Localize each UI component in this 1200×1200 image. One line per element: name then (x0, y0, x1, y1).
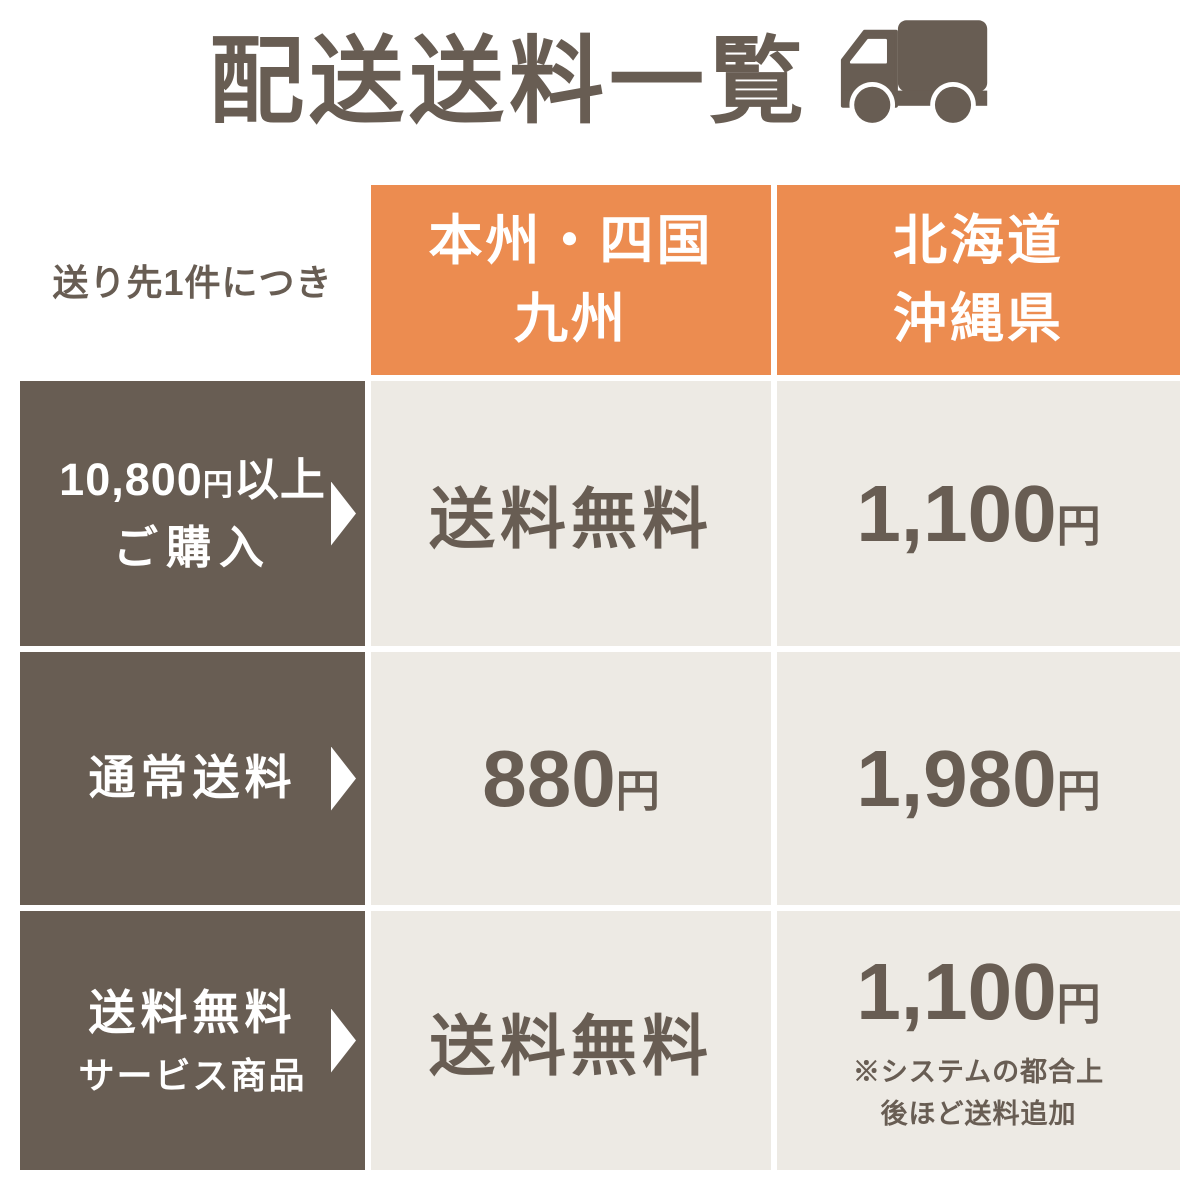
column-header-line: 九州 (514, 289, 628, 349)
row-label-over-10800: 10,800円以上 ご購入 (20, 381, 365, 646)
column-header-line: 本州・四国 (428, 210, 714, 271)
fee-cell: 1,100円 ※システムの都合上 後ほど送料追加 (777, 911, 1180, 1170)
fee-amount: 880円 (482, 733, 660, 823)
column-header-line: 北海道 (893, 210, 1064, 271)
arrow-right-icon (331, 1008, 356, 1073)
fee-cell: 1,100円 (777, 381, 1180, 646)
shipping-fee-table: 送り先1件につき 本州・四国 九州 北海道 沖縄県 10,800円以上 ご購入 … (20, 185, 1180, 1170)
column-header-hokkaido: 北海道 沖縄県 (777, 185, 1180, 375)
fee-free-text: 送料無料 (429, 1008, 713, 1083)
arrow-right-icon (331, 481, 356, 546)
fee-amount: 1,980円 (856, 733, 1101, 823)
system-note: ※システムの都合上 後ほど送料追加 (852, 1056, 1105, 1129)
arrow-right-icon (331, 746, 356, 811)
page-title: 配送送料一覧 (208, 28, 809, 135)
row-label-line2: ご購入 (112, 521, 272, 573)
column-header-line: 沖縄県 (893, 289, 1064, 349)
fee-amount: 1,100円 (856, 946, 1101, 1036)
row-label-free-shipping-items: 送料無料 サービス商品 (20, 911, 365, 1170)
row-label-line1: 送料無料 (88, 986, 297, 1040)
row-label-standard-shipping: 通常送料 (20, 652, 365, 905)
fee-cell: 送料無料 (371, 381, 771, 646)
row-label-line1: 10,800円以上 (59, 454, 326, 505)
truck-icon (839, 17, 991, 135)
row-label-line1: 通常送料 (88, 751, 297, 805)
corner-label: 送り先1件につき (52, 262, 333, 303)
column-header-honshu: 本州・四国 九州 (371, 185, 771, 375)
fee-cell: 1,980円 (777, 652, 1180, 905)
fee-amount: 1,100円 (856, 468, 1101, 558)
fee-cell: 送料無料 (371, 911, 771, 1170)
row-label-line2: サービス商品 (78, 1054, 307, 1096)
fee-cell: 880円 (371, 652, 771, 905)
fee-free-text: 送料無料 (429, 481, 713, 556)
title-row: 配送送料一覧 (0, 0, 1200, 135)
